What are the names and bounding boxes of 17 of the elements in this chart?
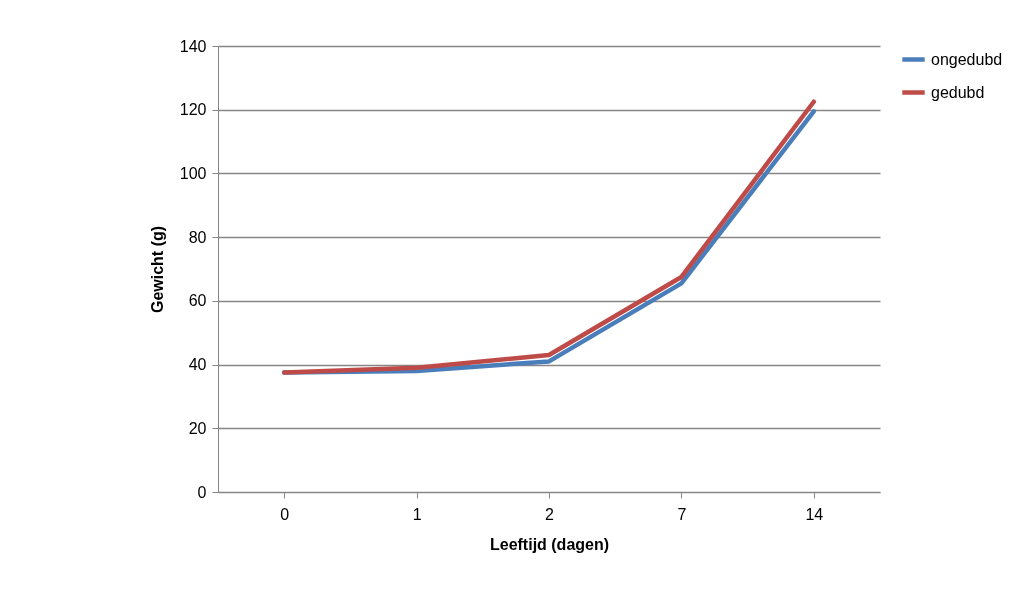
legend-label: gedubd: [931, 83, 985, 101]
y-tick-label: 40: [188, 356, 207, 374]
x-tick-label: 1: [412, 505, 422, 523]
y-tick-label: 100: [179, 164, 207, 182]
y-tick-label: 120: [179, 101, 207, 119]
y-tick-label: 60: [188, 292, 207, 310]
x-tick-label: 14: [805, 505, 824, 523]
y-axis-title: Gewicht (g): [148, 225, 166, 314]
x-axis-title: Leeftijd (dagen): [489, 535, 610, 553]
x-tick-label: 2: [545, 505, 555, 523]
x-tick-label: 7: [677, 505, 687, 523]
y-tick-label: 0: [197, 483, 207, 501]
y-tick-label: 140: [179, 37, 207, 55]
y-tick-label: 80: [188, 228, 207, 246]
y-tick-label: 20: [188, 419, 207, 437]
legend-label: ongedubd: [931, 50, 1003, 68]
x-tick-label: 0: [280, 505, 290, 523]
